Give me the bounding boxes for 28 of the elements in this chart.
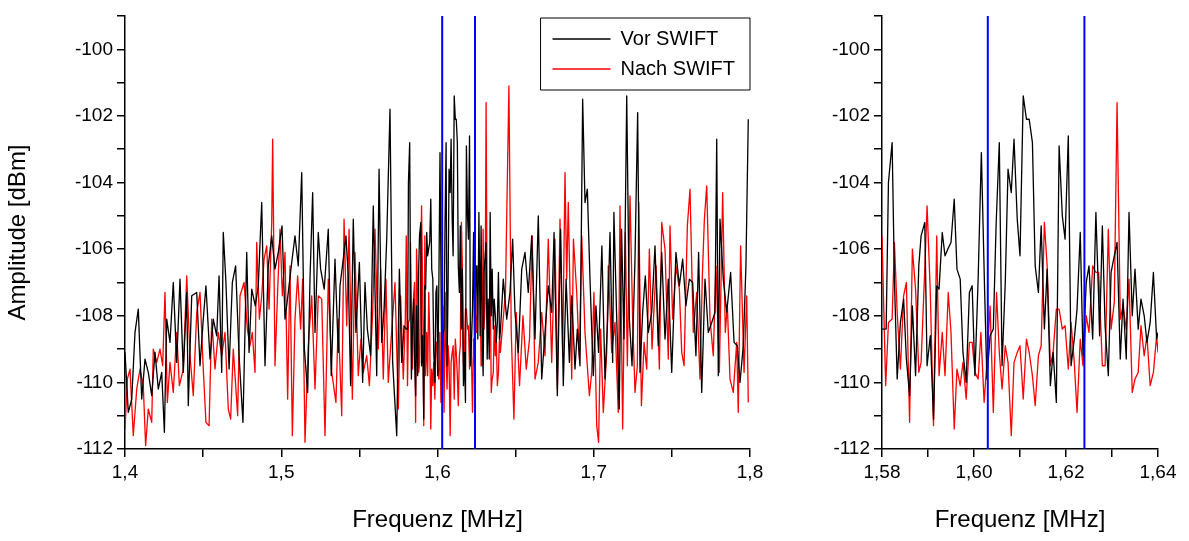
- x-axis-title: Frequenz [MHz]: [934, 505, 1106, 533]
- x-tick-label: 1,5: [268, 460, 295, 482]
- legend-label: Vor SWIFT: [620, 26, 719, 49]
- x-tick-label: 1,8: [736, 460, 764, 482]
- y-tick-label: -106: [831, 237, 870, 259]
- y-axis-title: Amplitude [dBm]: [3, 144, 31, 321]
- y-tick-label: -112: [76, 437, 113, 459]
- y-tick-label: -108: [74, 304, 113, 325]
- x-tick-label: 1,6: [424, 460, 451, 482]
- y-tick-label: -112: [833, 437, 870, 459]
- x-tick-label: 1,7: [580, 460, 607, 482]
- y-tick-label: -110: [833, 370, 870, 392]
- y-tick-label: -108: [831, 304, 870, 325]
- legend-label: Nach SWIFT: [620, 56, 735, 79]
- x-tick-label: 1,4: [111, 460, 139, 482]
- x-tick-label: 1,60: [955, 460, 993, 482]
- y-tick-label: -100: [74, 37, 113, 59]
- y-tick-label: -110: [76, 370, 113, 392]
- x-tick-label: 1,64: [1139, 460, 1177, 482]
- x-tick-label: 1,62: [1047, 460, 1085, 482]
- y-tick-label: -106: [74, 237, 113, 259]
- y-tick-label: -102: [831, 104, 870, 126]
- x-tick-label: 1,58: [863, 460, 901, 482]
- y-tick-label: -104: [74, 170, 114, 192]
- y-tick-label: -100: [831, 37, 870, 59]
- y-tick-label: -102: [74, 104, 113, 126]
- y-tick-label: -104: [831, 170, 871, 192]
- x-axis-title: Frequenz [MHz]: [352, 505, 523, 533]
